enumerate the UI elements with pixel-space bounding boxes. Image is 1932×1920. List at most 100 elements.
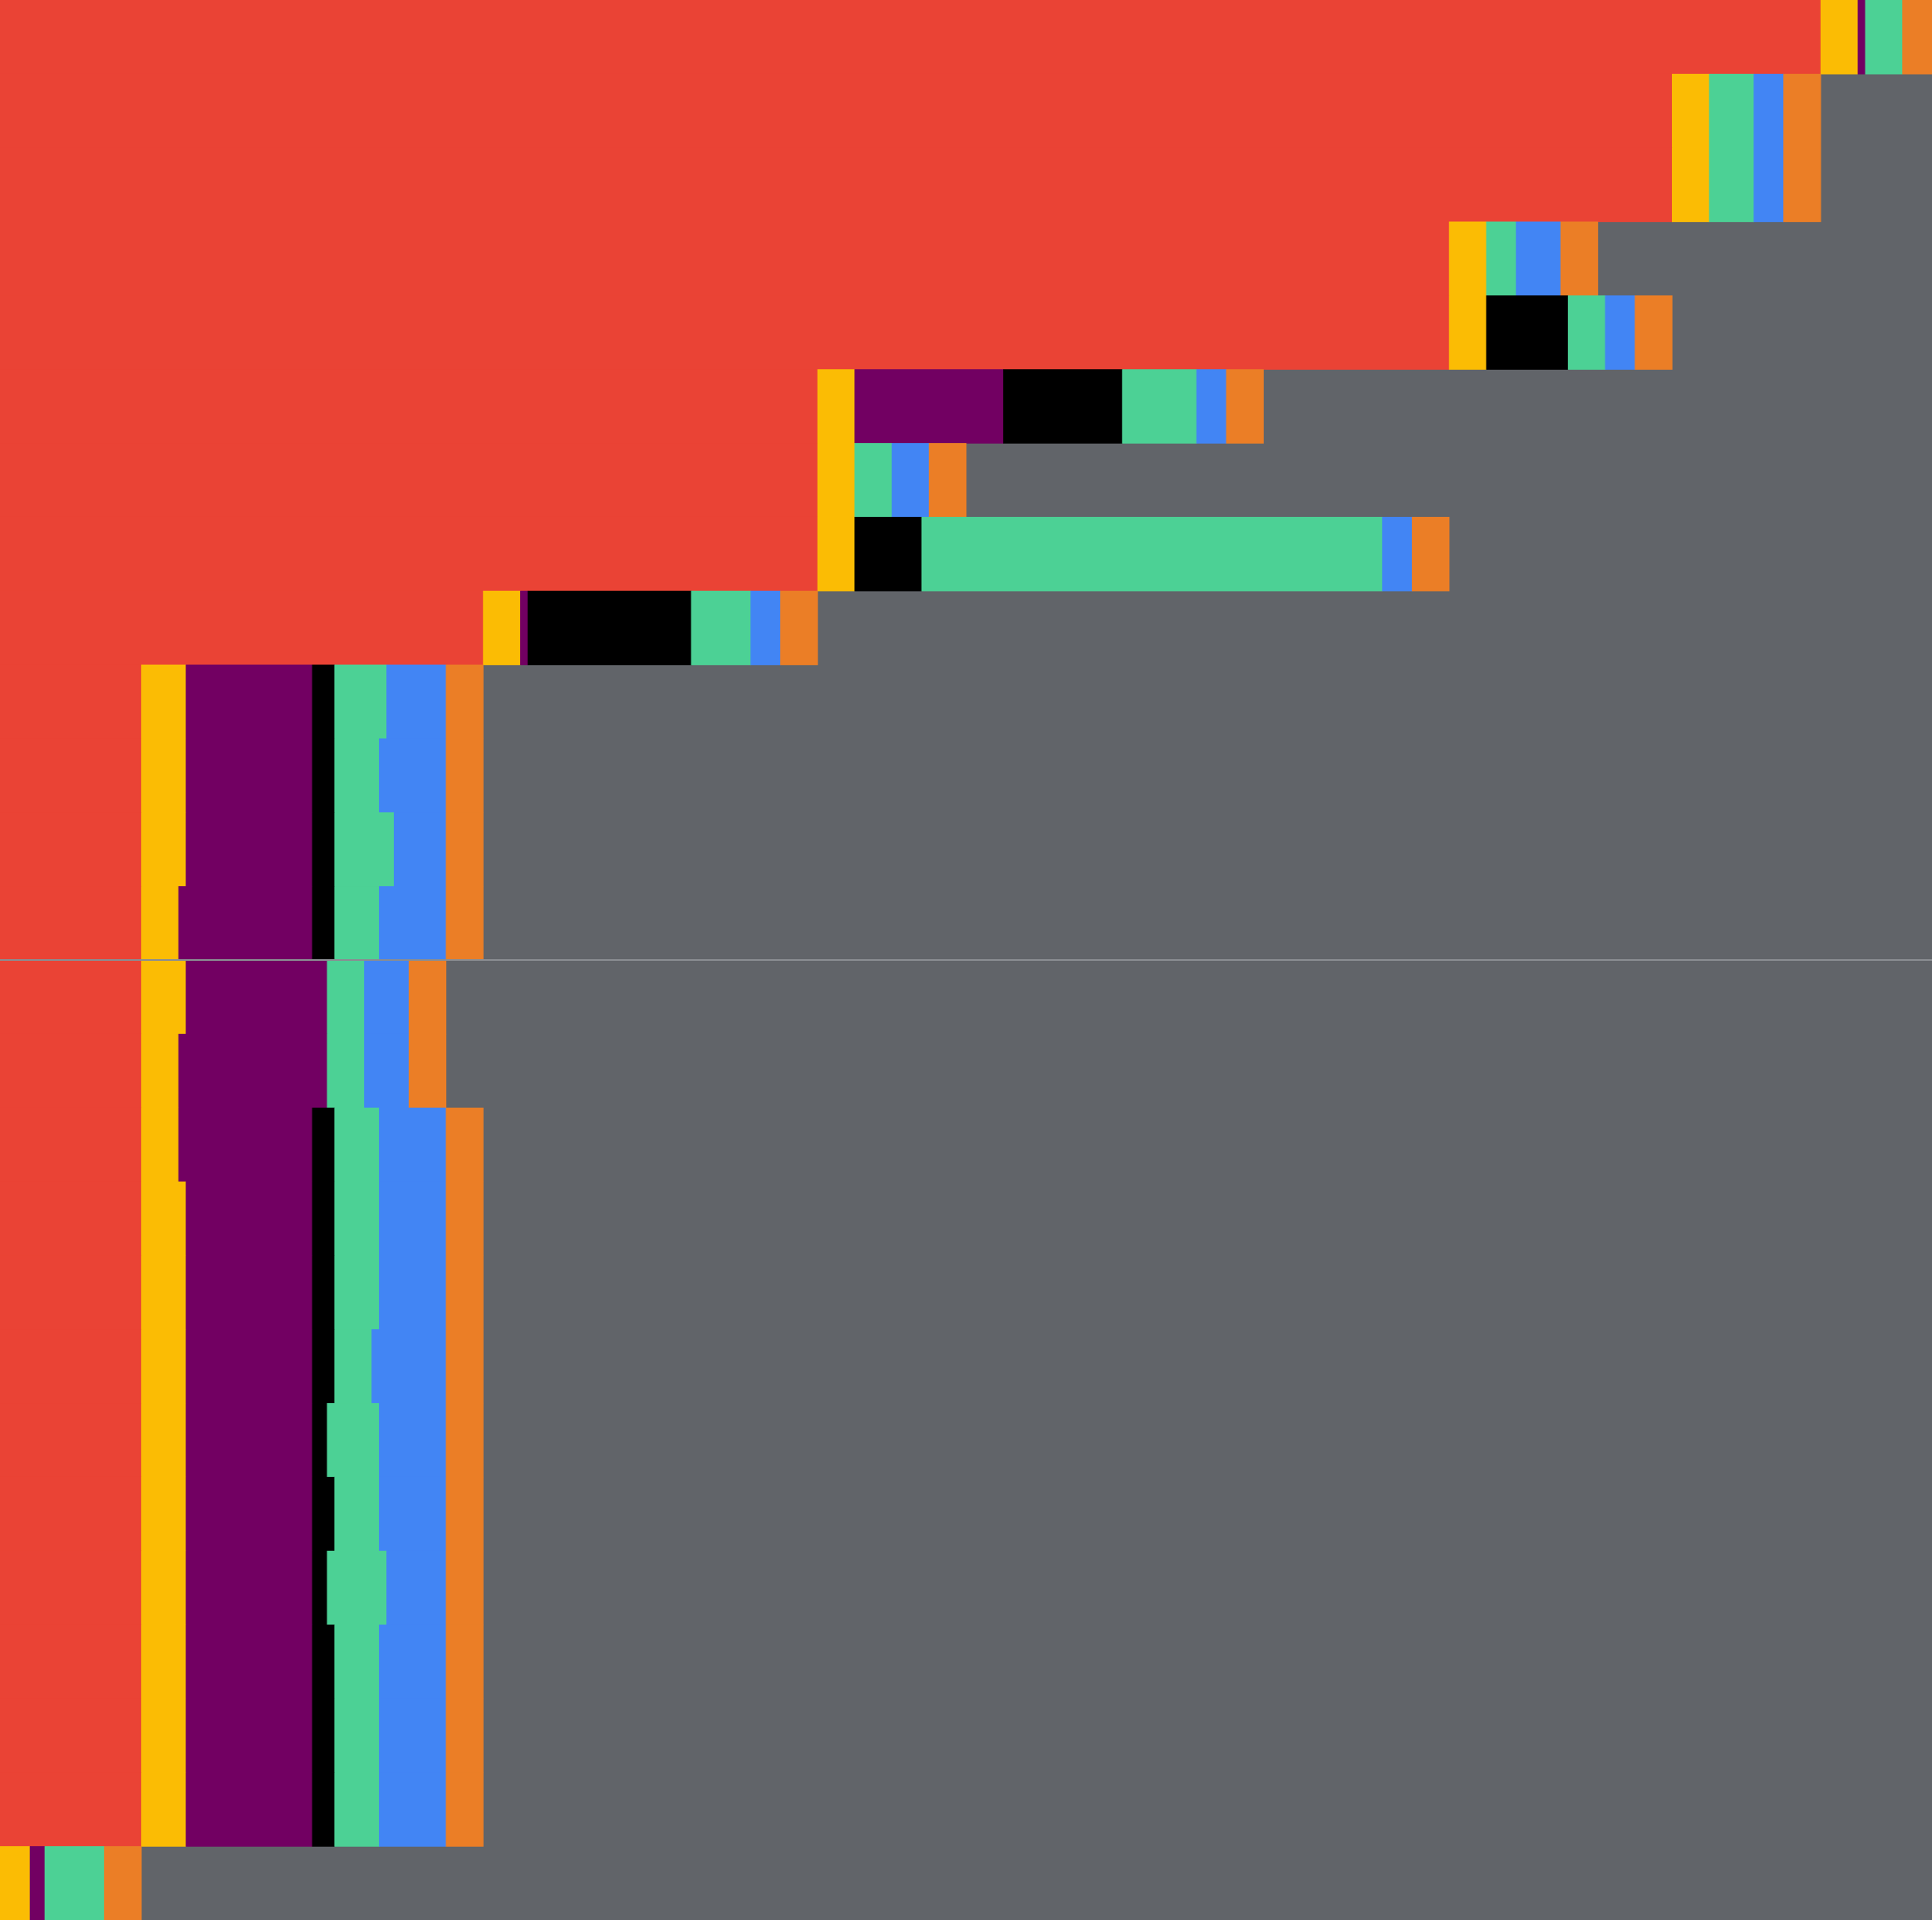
bar-segment-row14-yellow: [140, 960, 187, 1035]
bar-segment-row4-blue: [1516, 221, 1561, 296]
bar-segment-row26-purple: [29, 1846, 46, 1920]
bar-segment-row7-green: [854, 443, 892, 518]
bar-segment-row10-blue: [386, 664, 447, 740]
bar-segment-row17-orange: [445, 1181, 484, 1256]
bar-segment-row12-purple: [185, 812, 313, 887]
bar-segment-row2-red: [0, 73, 1673, 149]
bar-segment-row18-yellow: [140, 1255, 187, 1330]
bar-segment-row20-orange: [445, 1403, 484, 1478]
bar-segment-row15-yellow: [140, 1033, 179, 1109]
bar-segment-row25-purple: [185, 1772, 313, 1847]
bar-segment-row17-yellow: [140, 1181, 187, 1256]
bar-segment-row18-blue: [379, 1255, 447, 1330]
bar-segment-row23-red: [0, 1624, 142, 1700]
bar-segment-row19-green: [334, 1329, 372, 1404]
bar-segment-row23-green: [334, 1624, 380, 1700]
bar-segment-row22-purple: [185, 1550, 313, 1626]
bar-segment-row19-red: [0, 1329, 142, 1404]
bar-segment-row25-red: [0, 1772, 142, 1847]
bar-segment-row2-green: [1708, 73, 1754, 149]
bar-segment-row13-black: [312, 886, 336, 961]
bar-segment-row10-black: [312, 664, 336, 740]
bar-segment-row19-yellow: [140, 1329, 187, 1404]
bar-segment-row24-blue: [379, 1698, 447, 1773]
bar-segment-row3-red: [0, 147, 1673, 223]
bar-segment-row2-blue: [1753, 73, 1784, 149]
bar-segment-row18-green: [334, 1255, 380, 1330]
bar-segment-row25-blue: [379, 1772, 447, 1847]
bar-segment-row11-blue: [379, 738, 447, 813]
bar-segment-row11-orange: [445, 738, 484, 813]
bar-segment-row11-green: [334, 738, 380, 813]
bar-segment-row8-red: [0, 516, 819, 592]
bar-segment-row1-orange: [1902, 0, 1932, 75]
bar-segment-row10-purple: [185, 664, 313, 740]
bar-segment-row12-yellow: [140, 812, 187, 887]
bar-segment-row8-yellow: [817, 516, 855, 592]
bar-segment-row13-orange: [445, 886, 484, 961]
bar-segment-row9-purple: [519, 590, 528, 666]
bar-segment-row24-yellow: [140, 1698, 187, 1773]
bar-segment-row12-green: [334, 812, 395, 887]
bar-segment-row15-red: [0, 1033, 142, 1109]
bar-segment-row26-orange: [104, 1846, 142, 1920]
bar-segment-row5-black: [1486, 295, 1569, 370]
bar-segment-row22-green: [327, 1550, 387, 1626]
bar-segment-row18-purple: [185, 1255, 313, 1330]
bar-segment-row21-purple: [185, 1476, 313, 1552]
bar-segment-row1-purple: [1857, 0, 1866, 75]
bar-segment-row18-orange: [445, 1255, 484, 1330]
bar-segment-row19-purple: [185, 1329, 313, 1404]
bar-segment-row20-blue: [379, 1403, 447, 1478]
bar-segment-row13-red: [0, 886, 142, 961]
bar-segment-row19-blue: [371, 1329, 447, 1404]
bar-segment-row22-blue: [386, 1550, 447, 1626]
bar-segment-row14-blue: [364, 960, 410, 1035]
bar-segment-row16-orange: [445, 1107, 484, 1183]
bar-segment-row6-purple: [854, 369, 1004, 444]
bar-segment-row18-black: [312, 1255, 336, 1330]
bar-segment-row9-yellow: [483, 590, 521, 666]
bar-segment-row13-yellow: [140, 886, 179, 961]
bar-segment-row5-blue: [1605, 295, 1635, 370]
bar-segment-row25-black: [312, 1772, 336, 1847]
bar-segment-row8-blue: [1382, 516, 1413, 592]
bar-segment-row7-blue: [892, 443, 930, 518]
bar-segment-row21-green: [334, 1476, 380, 1552]
bar-segment-row1-green: [1865, 0, 1903, 75]
bar-segment-row24-purple: [185, 1698, 313, 1773]
bar-segment-row4-yellow: [1448, 221, 1487, 296]
bar-segment-row12-blue: [393, 812, 447, 887]
bar-segment-row5-green: [1567, 295, 1606, 370]
bar-segment-row11-purple: [185, 738, 313, 813]
bar-segment-row20-red: [0, 1403, 142, 1478]
bar-segment-row7-yellow: [817, 443, 855, 518]
bar-segment-row4-orange: [1560, 221, 1599, 296]
bar-segment-row10-green: [334, 664, 387, 740]
bar-segment-row21-orange: [445, 1476, 484, 1552]
bar-segment-row2-yellow: [1672, 73, 1710, 149]
bar-segment-row23-purple: [185, 1624, 313, 1700]
bar-segment-row22-red: [0, 1550, 142, 1626]
bar-segment-row23-blue: [379, 1624, 447, 1700]
bar-segment-row2-orange: [1783, 73, 1821, 149]
bar-segment-row3-yellow: [1672, 147, 1710, 223]
bar-segment-row4-red: [0, 221, 1450, 296]
bar-segment-row12-black: [312, 812, 336, 887]
bar-segment-row26-green: [44, 1846, 105, 1920]
bar-segment-row3-green: [1708, 147, 1754, 223]
bar-segment-row17-purple: [185, 1181, 313, 1256]
bar-segment-row20-yellow: [140, 1403, 187, 1478]
bar-segment-row17-red: [0, 1181, 142, 1256]
bar-segment-row10-yellow: [140, 664, 187, 740]
bar-segment-row20-black: [312, 1403, 328, 1478]
bar-segment-row5-yellow: [1448, 295, 1487, 370]
bar-segment-row6-black: [1003, 369, 1123, 444]
bar-segment-row9-blue: [750, 590, 781, 666]
bar-segment-row13-green: [334, 886, 380, 961]
bar-segment-row20-purple: [185, 1403, 313, 1478]
bar-segment-row4-green: [1486, 221, 1517, 296]
bar-segment-row16-black: [312, 1107, 336, 1183]
